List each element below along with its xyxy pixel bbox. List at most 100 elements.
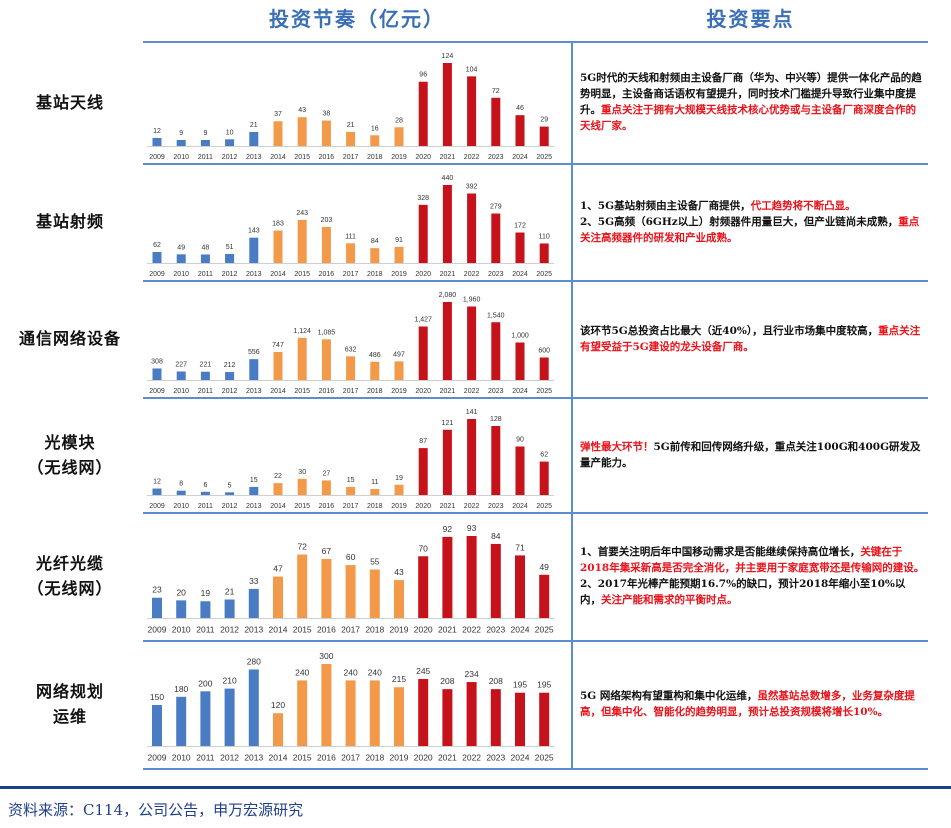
row-label-line: 基站射频 <box>35 212 104 231</box>
note-text: 1、5G基站射频由主设备厂商提供， <box>580 199 751 212</box>
tick-label: 2019 <box>391 503 407 510</box>
tick-label: 2019 <box>390 753 409 763</box>
bar <box>152 705 162 746</box>
bar <box>515 446 525 495</box>
data-label: 1,427 <box>414 316 432 323</box>
data-label: 212 <box>224 362 236 369</box>
data-label: 195 <box>513 680 527 690</box>
data-label: 215 <box>392 674 406 684</box>
data-label: 121 <box>442 420 454 427</box>
bar <box>418 448 428 495</box>
tick-label: 2021 <box>440 154 456 161</box>
data-label: 55 <box>370 557 380 567</box>
tick-label: 2025 <box>536 388 552 395</box>
data-label: 38 <box>323 111 331 118</box>
tick-label: 2016 <box>319 154 335 161</box>
data-label: 19 <box>201 588 211 598</box>
tick-label: 2015 <box>294 503 310 510</box>
bar <box>394 246 404 263</box>
bar <box>394 127 404 146</box>
tick-label: 2020 <box>415 271 431 278</box>
investment-note: 5G时代的天线和射频由主设备厂商（华为、中兴等）提供一体化产品的趋势明显，主设备… <box>580 70 925 134</box>
tick-label: 2020 <box>414 753 433 763</box>
bar <box>176 490 186 495</box>
tick-label: 2025 <box>536 503 552 510</box>
data-label: 240 <box>368 667 382 677</box>
tick-label: 2010 <box>173 388 189 395</box>
note-highlight: 虽然基站总数增多，业务复杂度提高，但集中化、智能化的趋势明显，预计总投资规模将增… <box>580 690 915 718</box>
bar-chart: 150 2009 180 2010 200 2011 210 2012 280 2013 120 20… <box>147 651 555 763</box>
tick-label: 2023 <box>486 625 505 635</box>
bar <box>200 371 210 380</box>
data-label: 111 <box>345 233 356 240</box>
note-text: 5G 网络架构有望重构和集中化运维， <box>580 690 758 702</box>
tick-label: 2025 <box>536 271 552 278</box>
data-label: 21 <box>225 586 235 596</box>
data-label: 141 <box>466 409 478 416</box>
tick-label: 2018 <box>367 271 383 278</box>
data-label: 5 <box>228 482 232 489</box>
data-label: 104 <box>466 66 478 73</box>
bar <box>273 351 283 380</box>
tick-label: 2023 <box>488 388 504 395</box>
data-label: 150 <box>150 692 164 702</box>
bar <box>418 204 428 263</box>
bar <box>297 219 307 263</box>
data-label: 23 <box>152 585 162 595</box>
tick-label: 2017 <box>343 503 359 510</box>
data-label: 71 <box>515 542 525 552</box>
bar <box>297 117 307 146</box>
data-label: 328 <box>417 195 429 202</box>
note-highlight: 关注产能和需求的平衡时点。 <box>601 594 738 606</box>
data-label: 21 <box>250 122 258 129</box>
data-label: 600 <box>538 348 550 355</box>
bar <box>539 126 549 146</box>
bar <box>515 115 525 146</box>
bar <box>200 691 211 746</box>
tick-label: 2022 <box>462 625 481 635</box>
tick-label: 2016 <box>317 753 336 763</box>
bar <box>176 696 187 746</box>
data-label: 208 <box>440 676 454 686</box>
data-label: 90 <box>516 436 524 443</box>
bar <box>200 491 210 495</box>
tick-label: 2023 <box>486 753 505 763</box>
bar <box>176 600 187 618</box>
data-label: 10 <box>226 129 234 136</box>
tick-label: 2024 <box>512 271 528 278</box>
note-text: 2、5G高频（6GHz以上）射频器件用量巨大，但产业链尚未成熟， <box>580 215 899 228</box>
tick-label: 2023 <box>488 271 504 278</box>
investment-note: 1、5G基站射频由主设备厂商提供，代工趋势将不断凸显。 2、5G高频（6GHz以上… <box>580 198 925 246</box>
data-label: 47 <box>273 564 283 574</box>
tick-label: 2011 <box>196 625 215 635</box>
tick-label: 2020 <box>415 154 431 161</box>
bar <box>249 131 259 146</box>
bar <box>273 576 283 618</box>
bar <box>467 419 477 495</box>
note-paragraph: 1、首要关注明后年中国移动需求是否能继续保持高位增长，关键在于2018年集采新高… <box>580 544 925 576</box>
bar <box>467 193 477 263</box>
tick-label: 2016 <box>319 503 335 510</box>
data-label: 21 <box>347 122 355 129</box>
tick-label: 2009 <box>148 753 167 763</box>
bar <box>370 361 380 380</box>
note-text: 5G前传和回传网络升级，重点关注100G和400G研发及量产能力。 <box>580 440 921 469</box>
data-label: 30 <box>298 469 306 476</box>
tick-label: 2021 <box>438 753 457 763</box>
bar <box>297 478 307 495</box>
note-highlight: 重点关注于拥有大规模天线技术核心优势或与主设备厂商深度合作的天线厂家。 <box>580 104 916 132</box>
tick-label: 2011 <box>198 154 213 161</box>
bar <box>176 139 186 146</box>
data-label: 72 <box>492 88 500 95</box>
data-label: 1,960 <box>463 297 481 304</box>
data-label: 91 <box>395 237 403 244</box>
tick-label: 2009 <box>149 154 165 161</box>
tick-label: 2024 <box>511 753 530 763</box>
note-highlight: 关键在于2018年集采新高是否完全消化，并主要用于家庭宽带还是传输网的建设。 <box>580 546 925 574</box>
tick-label: 2012 <box>220 625 239 635</box>
bar <box>467 76 477 146</box>
bar <box>370 248 380 263</box>
data-label: 183 <box>272 221 284 228</box>
bar <box>394 687 404 746</box>
data-label: 221 <box>200 362 212 369</box>
